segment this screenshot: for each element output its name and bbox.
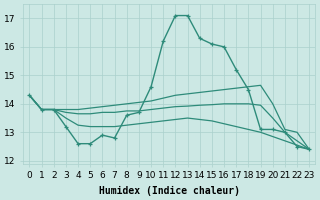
X-axis label: Humidex (Indice chaleur): Humidex (Indice chaleur) <box>99 186 240 196</box>
